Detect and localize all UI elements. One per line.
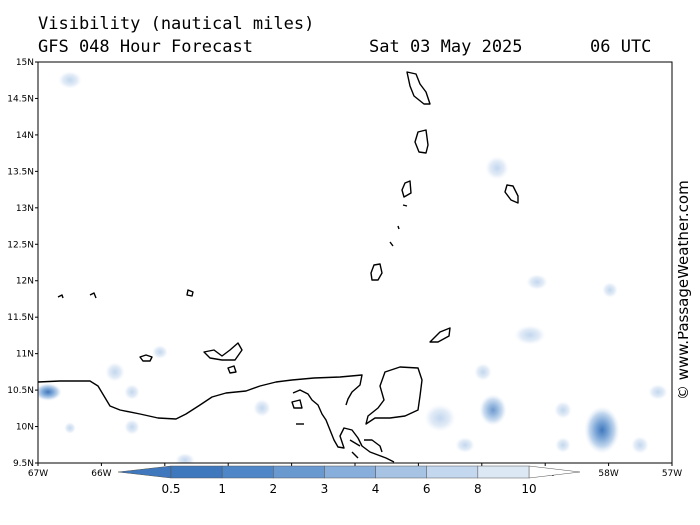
haze-patch xyxy=(253,399,271,417)
scale-swatch xyxy=(170,465,223,479)
scale-label: 3 xyxy=(321,482,329,496)
carriacou xyxy=(402,204,408,207)
scale-swatch xyxy=(375,465,427,479)
coche-island xyxy=(227,365,237,374)
scale-label: 0.5 xyxy=(161,482,180,496)
scale-swatch xyxy=(273,465,325,479)
watermark-text: © www.PassageWeather.com xyxy=(678,180,692,400)
passageweather-watermark: © www.PassageWeather.com xyxy=(674,150,698,400)
haze-patch xyxy=(124,419,140,435)
lat-tick-label: 12N xyxy=(16,277,34,287)
lon-tick-label: 66W xyxy=(91,469,111,479)
lat-tick-label: 9.5N xyxy=(13,459,34,469)
orinoco-delta xyxy=(364,439,383,453)
paria-peninsula-islets xyxy=(291,399,303,409)
lon-tick-label: 57W xyxy=(662,469,682,479)
la-blanquilla xyxy=(89,292,97,299)
st-vincent xyxy=(414,129,429,154)
scale-arrow-low xyxy=(117,465,172,479)
lat-tick-label: 10N xyxy=(16,423,34,433)
lat-tick-label: 11.5N xyxy=(7,313,34,323)
grenadines-islet xyxy=(389,241,394,247)
los-testigos xyxy=(57,294,64,299)
barbados xyxy=(504,184,519,204)
haze-patch xyxy=(602,282,618,298)
haze-patch xyxy=(105,362,125,382)
bequia xyxy=(401,180,412,198)
lat-tick-label: 15N xyxy=(16,58,34,68)
haze-patch xyxy=(175,453,195,463)
lat-tick-label: 14.5N xyxy=(7,94,34,104)
lon-tick-label: 67W xyxy=(28,469,48,479)
lon-tick-label: 58W xyxy=(598,469,618,479)
scale-swatch xyxy=(426,465,479,479)
haze-patch xyxy=(58,71,82,89)
delta-channel-1 xyxy=(349,439,361,447)
haze-patch xyxy=(424,404,456,432)
delta-channel-2 xyxy=(351,451,359,459)
scale-swatch xyxy=(221,465,274,479)
haze-patch xyxy=(124,384,140,400)
forecast-label: GFS 048 Hour Forecast xyxy=(38,37,253,57)
haze-patch xyxy=(555,437,571,453)
lat-tick-label: 12.5N xyxy=(7,240,34,250)
tobago xyxy=(429,327,451,343)
scale-label: 2 xyxy=(269,482,277,496)
st-lucia xyxy=(406,71,431,105)
tortuga-island xyxy=(139,354,153,362)
scale-label: 10 xyxy=(521,482,536,496)
forecast-date: Sat 03 May 2025 xyxy=(369,37,523,57)
axis-ticks: 15N 14.5N 14N 13.5N 13N 12.5N 12N 11.5N 11N 10.5N… xyxy=(7,58,682,479)
scale-swatch xyxy=(324,465,376,479)
forecast-time: 06 UTC xyxy=(590,37,652,57)
grenada xyxy=(370,263,383,281)
fog-patch xyxy=(479,394,507,426)
trinidad xyxy=(365,366,423,425)
haze-patch xyxy=(455,437,475,453)
coastlines xyxy=(38,71,519,463)
map-title: Visibility (nautical miles) xyxy=(38,14,315,34)
map-frame xyxy=(37,61,673,464)
haze-patch xyxy=(554,401,572,419)
fog-patch xyxy=(38,383,62,401)
lat-tick-label: 13.5N xyxy=(7,167,34,177)
scale-label: 6 xyxy=(423,482,431,496)
haze-patch xyxy=(631,436,649,454)
haze-patch xyxy=(648,384,668,400)
haze-patch xyxy=(514,325,546,345)
haze-patch xyxy=(485,156,509,180)
scale-label: 8 xyxy=(474,482,482,496)
haze-patch xyxy=(526,274,548,290)
venezuela-gulf-of-paria xyxy=(292,389,395,463)
union-island xyxy=(397,225,400,230)
haze-patch xyxy=(474,363,492,381)
scale-label: 4 xyxy=(372,482,380,496)
scale-swatch xyxy=(477,465,530,479)
scale-label: 1 xyxy=(218,482,226,496)
haze-patch xyxy=(64,422,76,434)
los-hermanos xyxy=(186,289,194,297)
lat-tick-label: 13N xyxy=(16,204,34,214)
lat-tick-label: 10.5N xyxy=(7,386,34,396)
lat-tick-label: 11N xyxy=(16,350,34,360)
haze-patch xyxy=(152,345,168,359)
visibility-shading xyxy=(38,71,668,463)
fog-patch xyxy=(584,406,620,454)
lat-tick-label: 14N xyxy=(16,131,34,141)
venezuela-coast xyxy=(38,374,363,420)
visibility-color-scale: 0.5 1 2 3 4 6 8 10 xyxy=(117,465,581,496)
margarita-island xyxy=(203,342,243,361)
